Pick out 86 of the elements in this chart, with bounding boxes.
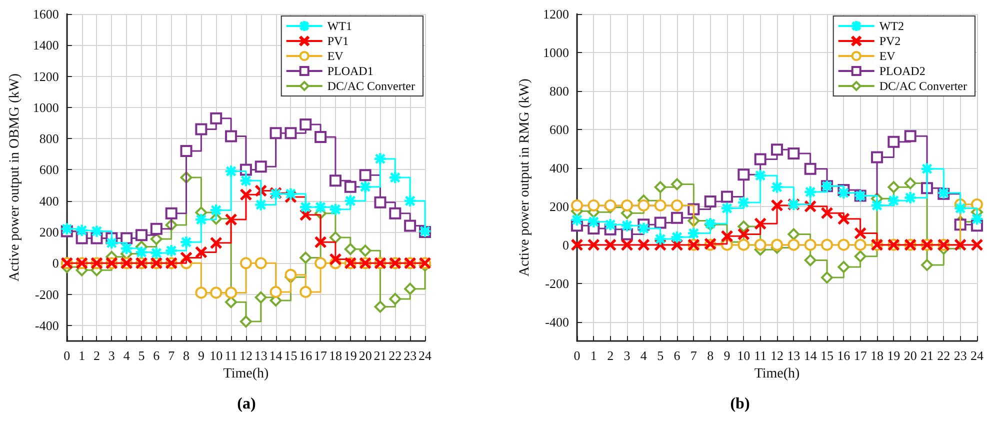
- x-tick-label: 16: [837, 348, 851, 363]
- x-tick-label: 0: [64, 348, 70, 363]
- y-tick-label: 1200: [543, 6, 569, 22]
- x-tick-label: 19: [887, 348, 900, 363]
- y-axis-title: Active power output in RMG (kW): [518, 78, 533, 276]
- x-tick-label: 2: [93, 348, 100, 363]
- legend-label: PLOAD2: [879, 64, 926, 78]
- y-tick-label: 600: [39, 162, 59, 178]
- legend-label: EV: [327, 49, 344, 63]
- x-tick-label: 17: [314, 348, 328, 363]
- x-tick-label: 16: [299, 348, 313, 363]
- y-tick-label: 1000: [543, 44, 569, 60]
- x-tick-label: 5: [657, 348, 664, 363]
- x-tick-label: 2: [607, 348, 614, 363]
- x-tick-label: 4: [123, 348, 130, 363]
- legend-label: WT2: [879, 19, 904, 33]
- y-axis-title: Active power output in OBMG (kW): [8, 73, 22, 282]
- y-tick-label: -200: [35, 286, 59, 302]
- x-tick-label: 12: [239, 348, 252, 363]
- x-tick-label: 6: [674, 348, 681, 363]
- x-tick-label: 20: [904, 348, 917, 363]
- x-tick-label: 12: [770, 348, 784, 363]
- x-tick-label: 3: [108, 348, 115, 363]
- y-tick-label: 400: [39, 193, 59, 208]
- x-tick-label: 18: [328, 348, 342, 363]
- y-tick-label: -400: [35, 318, 59, 333]
- x-tick-label: 17: [854, 348, 868, 363]
- x-tick-label: 14: [804, 348, 818, 363]
- x-tick-label: 10: [210, 348, 223, 363]
- x-tick-label: 10: [737, 348, 750, 363]
- x-axis-title: Time(h): [754, 366, 800, 382]
- legend-label: WT1: [327, 19, 352, 33]
- x-tick-label: 1: [590, 348, 597, 363]
- x-tick-label: 19: [344, 348, 357, 363]
- x-tick-label: 23: [404, 348, 417, 363]
- x-tick-label: 8: [183, 348, 190, 363]
- x-tick-label: 18: [870, 348, 884, 363]
- y-tick-label: 400: [550, 160, 569, 176]
- y-tick-label: -400: [545, 314, 569, 330]
- x-tick-label: 23: [954, 348, 967, 363]
- x-tick-label: 15: [820, 348, 834, 363]
- x-tick-label: 5: [138, 348, 145, 363]
- x-tick-label: 1: [78, 348, 86, 363]
- text: (a): [237, 396, 256, 412]
- x-tick-label: 4: [640, 348, 648, 363]
- y-tick-label: 1600: [32, 6, 59, 22]
- x-tick-label: 24: [970, 348, 984, 363]
- legend-label: PV1: [327, 34, 349, 48]
- x-tick-label: 21: [374, 348, 387, 363]
- y-tick-label: 1200: [32, 68, 59, 84]
- x-tick-label: 9: [198, 348, 204, 363]
- y-tick-label: 1400: [32, 38, 59, 53]
- y-tick-label: 800: [550, 83, 569, 98]
- x-tick-label: 13: [254, 348, 268, 363]
- legend-label: DC/AC Converter: [879, 79, 968, 93]
- x-tick-label: 14: [269, 348, 283, 363]
- y-tick-label: 800: [39, 131, 59, 146]
- legend-label: PLOAD1: [327, 64, 374, 78]
- legend-label: DC/AC Converter: [327, 79, 416, 93]
- x-axis-title: Time(h): [223, 366, 269, 382]
- x-tick-label: 6: [153, 348, 160, 363]
- x-tick-label: 9: [724, 348, 730, 363]
- x-tick-label: 8: [707, 348, 714, 363]
- x-tick-label: 7: [690, 348, 698, 363]
- x-tick-label: 13: [787, 348, 800, 363]
- y-tick-label: -200: [545, 276, 569, 291]
- x-tick-label: 20: [358, 348, 372, 363]
- x-tick-label: 21: [920, 348, 934, 363]
- x-tick-label: 11: [224, 348, 238, 363]
- y-tick-label: 0: [52, 256, 59, 271]
- y-tick-label: 200: [550, 198, 569, 214]
- x-tick-label: 24: [418, 348, 432, 363]
- y-tick-label: 1000: [32, 100, 59, 115]
- x-tick-label: 7: [168, 348, 176, 363]
- x-tick-label: 22: [388, 348, 402, 363]
- legend-label: EV: [879, 49, 896, 63]
- text: (b): [730, 396, 750, 412]
- y-tick-label: 0: [562, 237, 569, 252]
- x-tick-label: 0: [574, 348, 580, 363]
- x-tick-label: 15: [284, 348, 298, 363]
- legend-label: PV2: [879, 34, 901, 48]
- y-tick-label: 200: [39, 224, 59, 240]
- x-tick-label: 11: [754, 348, 767, 363]
- x-tick-label: 22: [937, 348, 950, 363]
- x-tick-label: 3: [624, 348, 630, 363]
- y-tick-label: 600: [550, 122, 569, 137]
